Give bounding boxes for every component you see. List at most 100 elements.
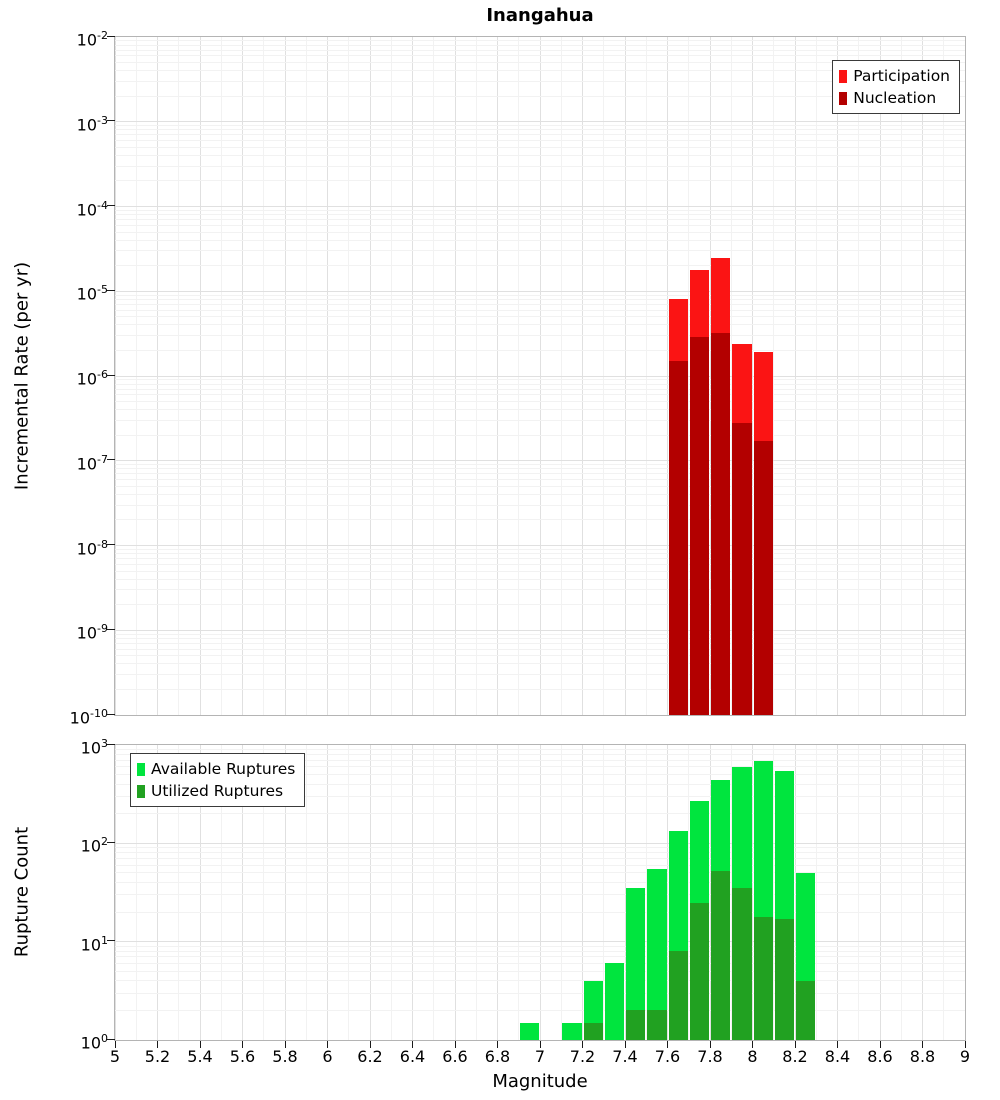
gridline-vertical [454, 745, 456, 1040]
gridline-vertical [242, 745, 243, 1040]
x-tick-label: 5.8 [272, 1047, 298, 1066]
available-ruptures-bar [519, 1023, 539, 1040]
gridline-log-minor [115, 980, 965, 982]
gridline-vertical [879, 745, 881, 1040]
x-tick-mark [114, 1041, 116, 1048]
x-tick-mark [667, 1041, 668, 1048]
gridline-log-minor [115, 642, 965, 644]
gridline-log-minor [115, 553, 965, 555]
x-tick-label: 5 [109, 1047, 121, 1066]
gridline-vertical [178, 745, 180, 1040]
nucleation-bar [689, 336, 709, 715]
nucleation-bar [732, 422, 752, 715]
gridline-vertical [263, 745, 265, 1040]
y-tick-label: 10-5 [76, 283, 108, 304]
x-tick-mark [752, 1041, 753, 1048]
gridline-vertical [115, 745, 116, 1040]
gridline-log-minor [115, 655, 965, 657]
gridline-vertical [497, 745, 498, 1040]
utilized-ruptures-swatch [137, 784, 145, 798]
x-tick-label: 7.4 [612, 1047, 638, 1066]
gridline-log-minor [115, 648, 965, 650]
y-tick-label: 102 [80, 835, 108, 856]
legend-item-available-ruptures: Available Ruptures [137, 758, 295, 780]
gridline-log-minor [115, 754, 965, 756]
legend-ruptures: Available Ruptures Utilized Ruptures [130, 753, 306, 807]
gridline-decade [115, 121, 965, 123]
gridline-log-minor [115, 265, 965, 267]
x-tick-mark [624, 1041, 626, 1048]
gridline-log-minor [115, 795, 965, 797]
y-tick-mark [107, 841, 115, 843]
gridline-log-minor [115, 493, 965, 495]
gridline-log-minor [115, 992, 965, 994]
y-tick-mark [107, 713, 115, 715]
gridline-log-minor [115, 504, 965, 506]
available-ruptures-swatch [137, 762, 145, 776]
gridline-log-minor [115, 419, 965, 421]
gridline-vertical [815, 745, 817, 1040]
x-tick-mark [539, 1041, 541, 1048]
y-tick-label: 10-10 [69, 707, 108, 728]
gridline-log-minor [115, 316, 965, 318]
gridline-vertical [730, 745, 732, 1040]
utilized-ruptures-bar [626, 1010, 646, 1040]
gridline-log-minor [115, 55, 965, 57]
x-tick-mark [837, 1041, 838, 1048]
x-tick-mark [922, 1041, 923, 1048]
gridline-vertical [943, 745, 945, 1040]
x-tick-mark [454, 1041, 456, 1048]
legend-label: Nucleation [853, 89, 937, 107]
gridline-decade [115, 460, 965, 462]
y-tick-mark [107, 940, 115, 942]
gridline-log-minor [115, 674, 965, 676]
gridline-vertical [135, 745, 137, 1040]
y-tick-label: 101 [80, 933, 108, 954]
incremental-rate-plot-area [114, 36, 966, 716]
gridline-log-minor [115, 49, 965, 51]
gridline-vertical [645, 745, 647, 1040]
gridline-log-minor [115, 970, 965, 972]
utilized-ruptures-bar [732, 888, 752, 1040]
y-tick-label: 10-3 [76, 113, 108, 135]
utilized-ruptures-bar [668, 951, 688, 1040]
gridline-log-minor [115, 394, 965, 396]
x-tick-label: 9 [959, 1047, 971, 1066]
gridline-vertical [964, 745, 965, 1040]
gridline-vertical [603, 745, 605, 1040]
x-tick-label: 6.2 [357, 1047, 383, 1066]
gridline-log-minor [115, 62, 965, 63]
x-tick-mark [964, 1041, 966, 1048]
gridline-log-minor [115, 154, 965, 156]
gridline-log-minor [115, 379, 965, 381]
x-tick-mark [157, 1041, 158, 1048]
x-tick-label: 8.2 [782, 1047, 808, 1066]
y-tick-mark [107, 374, 115, 376]
x-tick-mark [327, 1041, 328, 1048]
x-tick-mark [709, 1041, 711, 1048]
legend-label: Available Ruptures [151, 760, 296, 778]
gridline-decade [115, 941, 965, 943]
x-tick-mark [242, 1041, 243, 1048]
gridline-log-minor [115, 563, 965, 565]
gridline-log-minor [115, 324, 965, 326]
x-tick-label: 5.4 [187, 1047, 213, 1066]
gridline-log-minor [115, 40, 965, 42]
x-tick-label: 8.6 [867, 1047, 893, 1066]
gridline-log-minor [115, 209, 965, 211]
gridline-vertical [518, 745, 520, 1040]
gridline-log-minor [115, 945, 965, 947]
gridline-log-minor [115, 783, 965, 785]
y-tick-label: 103 [80, 737, 108, 758]
gridline-log-minor [115, 44, 965, 46]
gridline-log-minor [115, 894, 965, 896]
x-tick-label: 5.2 [144, 1047, 171, 1066]
nucleation-bar [753, 441, 773, 715]
gridline-log-minor [115, 383, 965, 385]
gridline-vertical [433, 745, 435, 1040]
gridline-vertical [390, 745, 392, 1040]
gridline-log-minor [115, 80, 965, 82]
utilized-ruptures-bar [796, 980, 816, 1040]
x-tick-mark [369, 1041, 371, 1048]
